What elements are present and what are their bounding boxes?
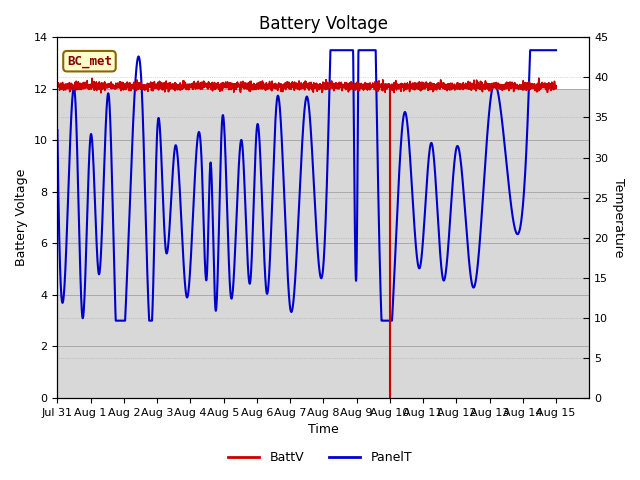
- Text: BC_met: BC_met: [67, 55, 112, 68]
- Y-axis label: Temperature: Temperature: [612, 178, 625, 257]
- Legend: BattV, PanelT: BattV, PanelT: [223, 446, 417, 469]
- Bar: [58, 37, 589, 89]
- X-axis label: Time: Time: [308, 423, 339, 436]
- Y-axis label: Battery Voltage: Battery Voltage: [15, 169, 28, 266]
- Title: Battery Voltage: Battery Voltage: [259, 15, 388, 33]
